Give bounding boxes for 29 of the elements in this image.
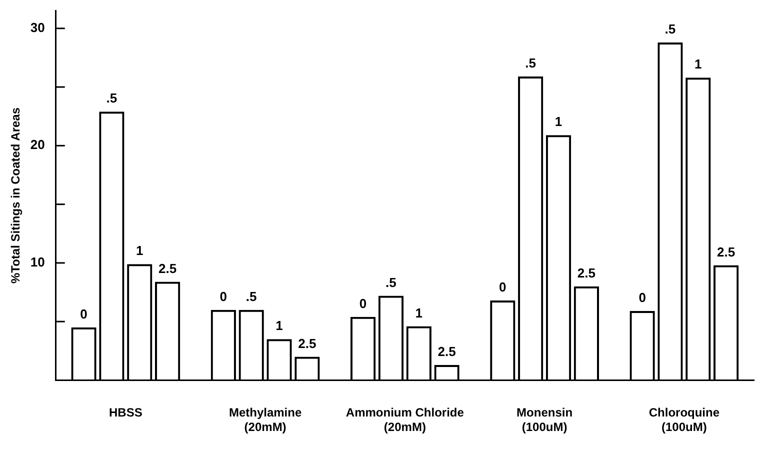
x-tick-label: Methylamine (20mM): [228, 406, 302, 434]
text: 1: [415, 305, 423, 320]
y-tick-label: 30: [30, 20, 45, 35]
text: .5: [525, 56, 536, 71]
series-label: 2.5: [438, 344, 456, 360]
text: 2.5: [158, 260, 177, 276]
text: 0: [359, 296, 367, 311]
series-label: 0: [499, 280, 506, 295]
text: 0: [80, 306, 88, 322]
x-tick-label: Ammonium Chloride (20mM): [346, 406, 464, 434]
y-tick-label: 20: [30, 137, 45, 152]
text: 2.5: [298, 336, 316, 351]
y-tick-label: 10: [30, 254, 45, 270]
text: 0: [220, 288, 228, 304]
text: .5: [664, 22, 676, 37]
series-label: .5: [386, 274, 396, 290]
text: 0: [638, 290, 646, 306]
text: 2.5: [577, 265, 596, 280]
text: 1: [554, 114, 562, 130]
text: 1: [694, 56, 702, 72]
text: 2.5: [717, 244, 736, 260]
text: .5: [246, 288, 257, 304]
series-label: 1: [276, 318, 283, 334]
x-tick-label: HBSS: [109, 406, 142, 420]
text: 1: [136, 243, 144, 258]
x-tick-label: Monensin (100uM): [516, 406, 573, 434]
x-tick-label: Chloroquine (100uM): [648, 406, 720, 434]
text: .5: [106, 90, 118, 106]
y-axis-title: %Total Sitings in Coated Areas: [8, 107, 23, 284]
